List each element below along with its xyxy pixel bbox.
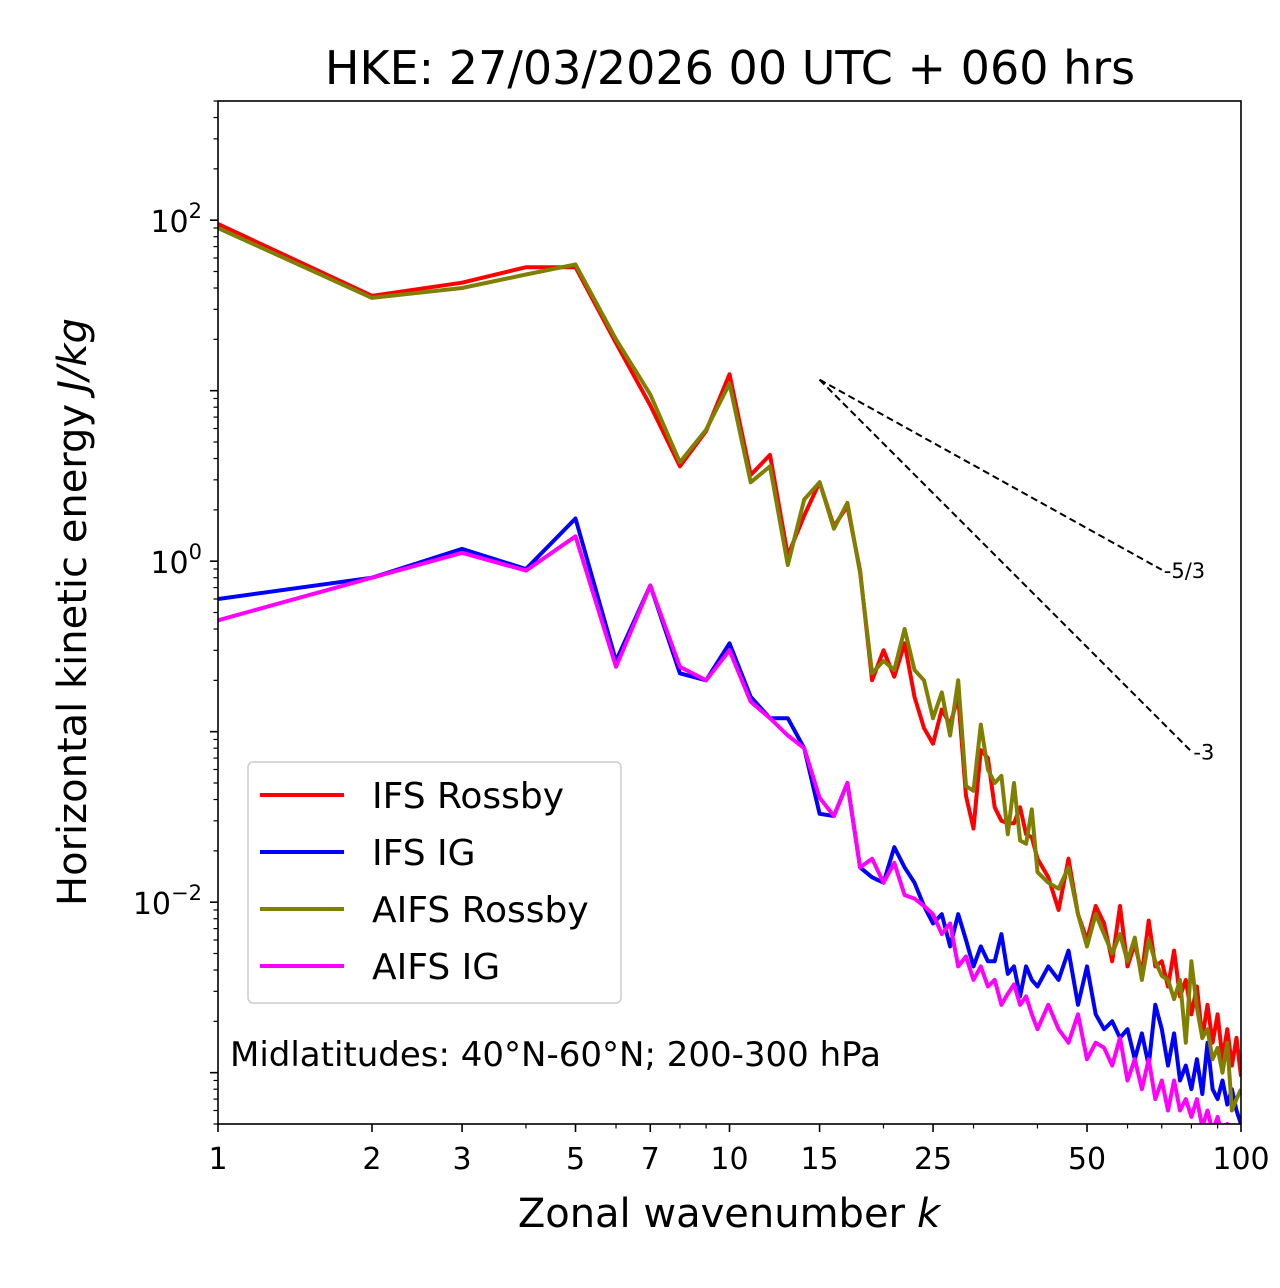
chart-title: HKE: 27/03/2026 00 UTC + 060 hrs bbox=[325, 41, 1135, 95]
y-axis-title-text: Horizontal kinetic energy bbox=[50, 404, 96, 906]
series-line-ifs-ig bbox=[218, 516, 1241, 1124]
y-tick-exponent: 0 bbox=[189, 540, 202, 564]
x-tick-label: 2 bbox=[362, 1142, 381, 1177]
legend-box bbox=[247, 761, 622, 1004]
data-series bbox=[218, 222, 1241, 1124]
reference-slope-lines bbox=[818, 378, 1193, 753]
x-tick-label: 1 bbox=[208, 1142, 227, 1177]
reference-line-label: -5/3 bbox=[1164, 559, 1205, 583]
y-tick-base: 10 bbox=[150, 205, 188, 240]
reference-line-minus-3 bbox=[818, 378, 1193, 753]
x-axis-title-text: Zonal wavenumber bbox=[518, 1191, 906, 1237]
series-line-aifs-rossby bbox=[218, 226, 1241, 1113]
y-axis-title: Horizontal kinetic energy J/kg bbox=[50, 318, 96, 906]
x-tick-label: 3 bbox=[453, 1142, 472, 1177]
x-tick-label: 25 bbox=[914, 1142, 952, 1177]
legend-label: AIFS Rossby bbox=[372, 890, 589, 931]
reference-line-minus-5-3 bbox=[819, 378, 1163, 571]
x-tick-label: 15 bbox=[800, 1142, 838, 1177]
x-tick-label: 100 bbox=[1212, 1142, 1269, 1177]
y-tick-base: 10 bbox=[150, 546, 188, 581]
x-tick-label: 50 bbox=[1068, 1142, 1106, 1177]
legend: IFS Rossby IFS IG AIFS Rossby AIFS IG bbox=[247, 761, 622, 1004]
plot-frame bbox=[217, 100, 1242, 1125]
reference-line-label: -3 bbox=[1193, 741, 1214, 765]
y-tick-exponent: 2 bbox=[189, 199, 202, 223]
x-axis-title: Zonal wavenumber k bbox=[518, 1191, 942, 1237]
y-tick-base: 10 bbox=[133, 887, 171, 922]
legend-label: AIFS IG bbox=[372, 947, 500, 988]
y-axis-title-units: J/kg bbox=[50, 318, 96, 399]
x-tick-label: 7 bbox=[641, 1142, 660, 1177]
reference-slope-labels: -5/3 -3 bbox=[1164, 559, 1215, 765]
series-line-aifs-ig bbox=[218, 534, 1230, 1124]
x-axis-title-var: k bbox=[917, 1191, 942, 1237]
x-tick-label: 10 bbox=[710, 1142, 748, 1177]
region-annotation: Midlatitudes: 40°N-60°N; 200-300 hPa bbox=[230, 1035, 881, 1075]
y-tick-label: 100 bbox=[150, 540, 202, 581]
y-tick-exponent: −2 bbox=[171, 881, 202, 905]
legend-label: IFS IG bbox=[372, 833, 476, 874]
y-tick-label: 102 bbox=[150, 199, 202, 240]
y-tick-label: 10−2 bbox=[133, 881, 202, 922]
x-tick-label: 5 bbox=[566, 1142, 585, 1177]
legend-label: IFS Rossby bbox=[372, 776, 564, 817]
